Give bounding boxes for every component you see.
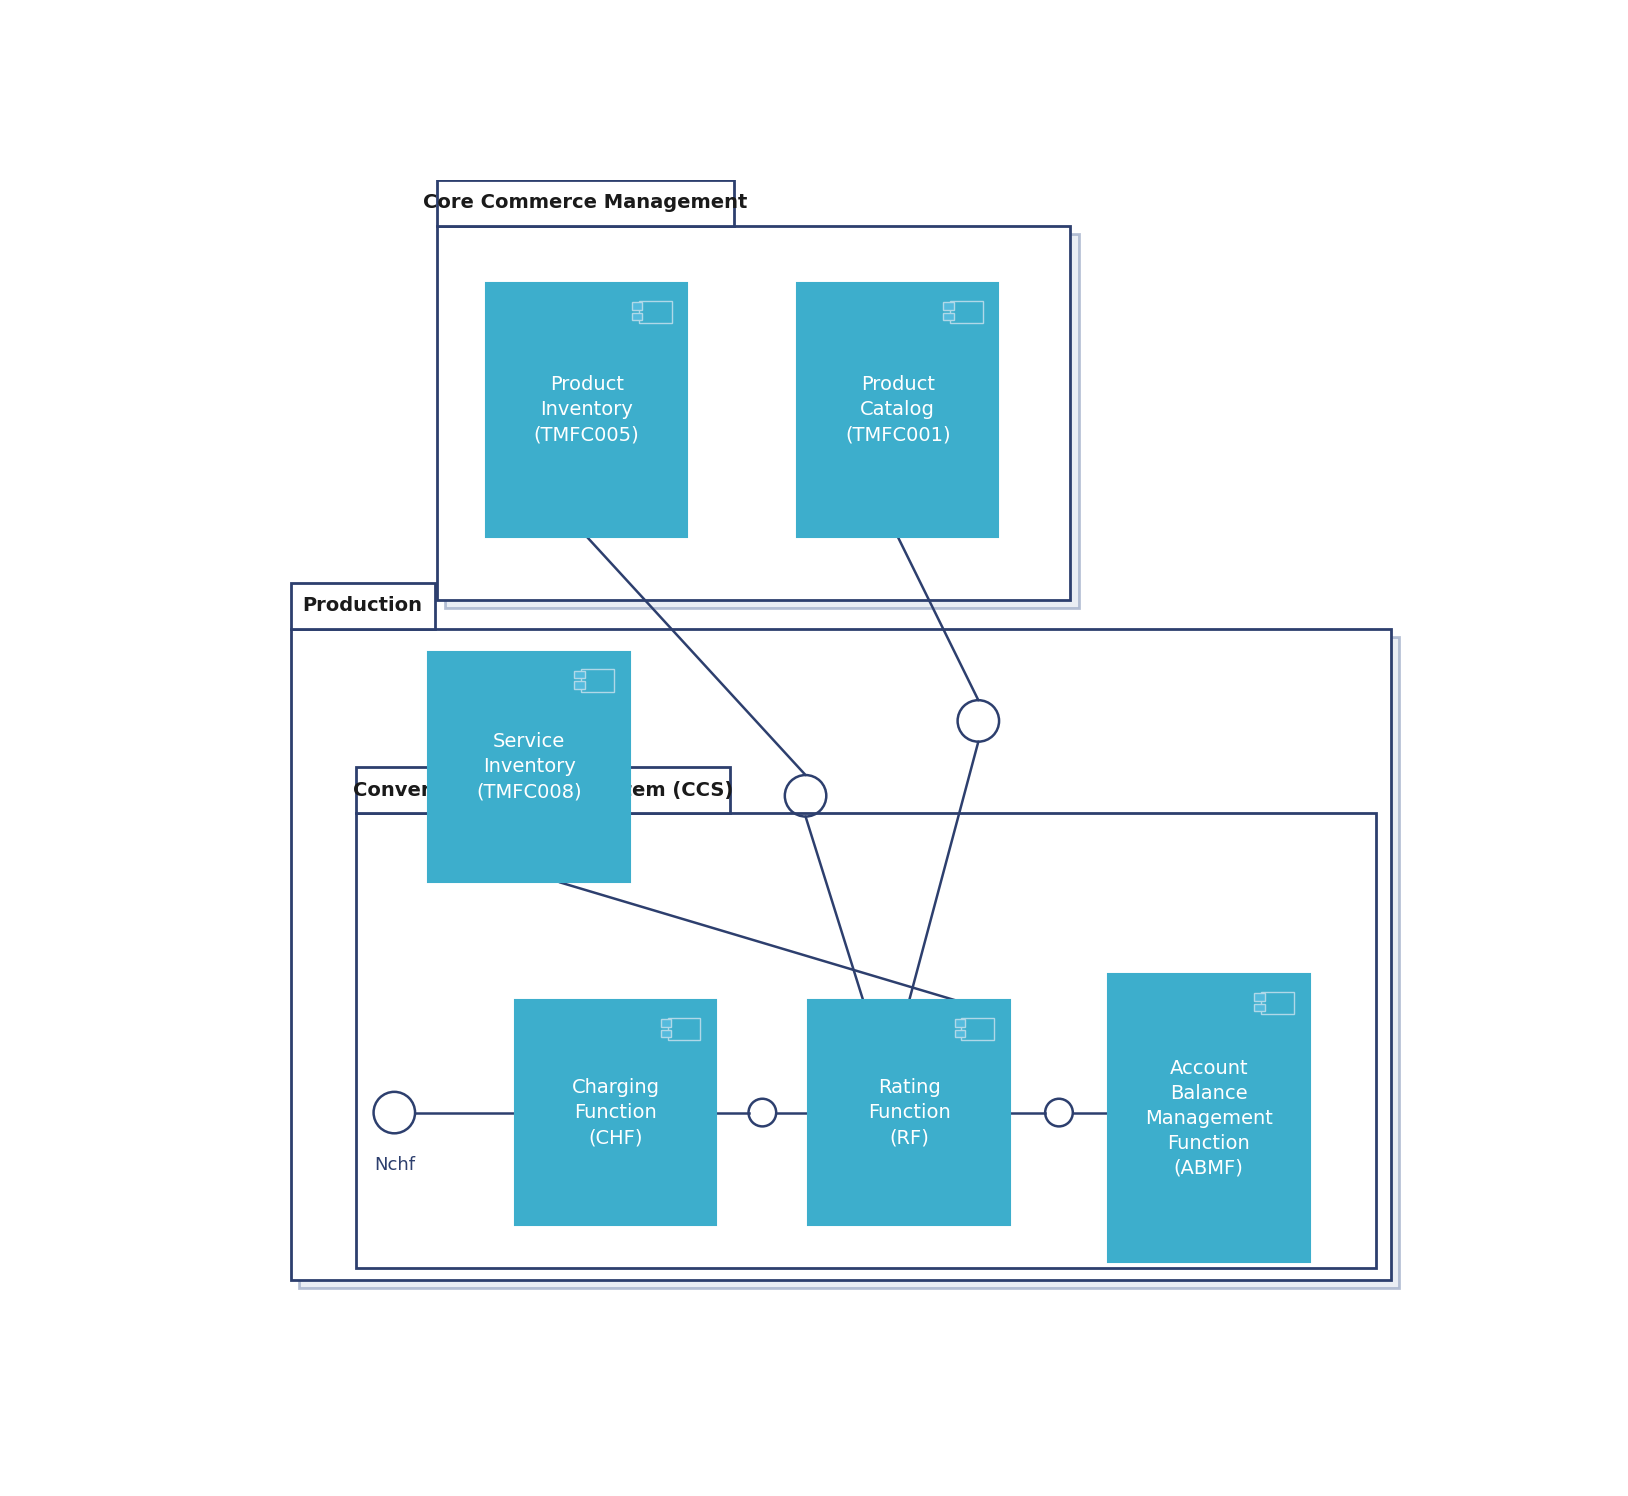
Text: Service
Inventory
(TMFC008): Service Inventory (TMFC008) [477, 733, 581, 802]
FancyBboxPatch shape [444, 233, 1079, 607]
FancyBboxPatch shape [949, 301, 983, 323]
FancyBboxPatch shape [436, 180, 734, 226]
FancyBboxPatch shape [954, 1019, 965, 1026]
FancyBboxPatch shape [575, 670, 584, 678]
Text: Charging
Function
(CHF): Charging Function (CHF) [571, 1079, 659, 1147]
FancyBboxPatch shape [798, 283, 998, 537]
FancyBboxPatch shape [961, 1017, 995, 1040]
FancyBboxPatch shape [661, 1029, 671, 1037]
Text: Production: Production [303, 597, 423, 615]
FancyBboxPatch shape [661, 1019, 671, 1026]
FancyBboxPatch shape [428, 652, 630, 883]
FancyBboxPatch shape [954, 1029, 965, 1037]
FancyBboxPatch shape [357, 767, 729, 814]
FancyBboxPatch shape [638, 301, 672, 323]
Text: Product
Inventory
(TMFC005): Product Inventory (TMFC005) [534, 375, 640, 444]
FancyBboxPatch shape [365, 821, 1384, 1276]
Text: Rating
Function
(RF): Rating Function (RF) [868, 1079, 951, 1147]
FancyBboxPatch shape [485, 283, 687, 537]
FancyBboxPatch shape [1254, 1004, 1265, 1011]
Text: Product
Catalog
(TMFC001): Product Catalog (TMFC001) [845, 375, 951, 444]
Text: Converged Charging System (CCS): Converged Charging System (CCS) [353, 781, 733, 799]
FancyBboxPatch shape [1260, 992, 1294, 1014]
FancyBboxPatch shape [514, 1001, 716, 1225]
FancyBboxPatch shape [632, 313, 643, 320]
FancyBboxPatch shape [291, 583, 435, 628]
FancyBboxPatch shape [667, 1017, 700, 1040]
FancyBboxPatch shape [436, 226, 1071, 600]
FancyBboxPatch shape [632, 302, 643, 310]
Text: Core Commerce Management: Core Commerce Management [423, 193, 747, 212]
FancyBboxPatch shape [575, 681, 584, 688]
FancyBboxPatch shape [298, 637, 1398, 1288]
FancyBboxPatch shape [291, 628, 1390, 1279]
FancyBboxPatch shape [943, 313, 954, 320]
FancyBboxPatch shape [943, 302, 954, 310]
FancyBboxPatch shape [581, 669, 614, 691]
FancyBboxPatch shape [357, 814, 1376, 1269]
FancyBboxPatch shape [1254, 993, 1265, 1001]
Text: Nchf: Nchf [374, 1156, 415, 1174]
FancyBboxPatch shape [809, 1001, 1009, 1225]
Text: Account
Balance
Management
Function
(ABMF): Account Balance Management Function (ABM… [1144, 1059, 1273, 1177]
FancyBboxPatch shape [1109, 974, 1309, 1263]
